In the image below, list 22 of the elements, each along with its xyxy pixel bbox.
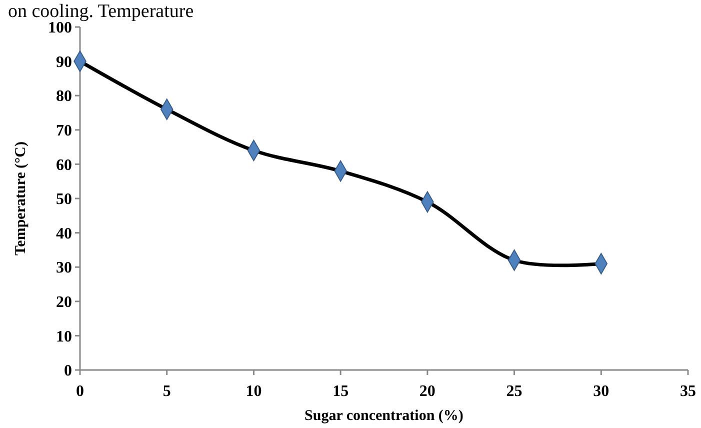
x-tick-label: 35 (680, 383, 696, 400)
y-axis-title: Temperature (°C) (13, 142, 29, 256)
y-tick-label: 50 (56, 191, 72, 208)
y-tick-label: 100 (48, 20, 72, 37)
y-tick-label: 40 (56, 225, 72, 242)
y-tick-label: 70 (56, 122, 72, 140)
y-tick-label: 20 (56, 294, 72, 311)
y-tick-label: 80 (56, 88, 72, 106)
y-tick-label: 0 (64, 362, 72, 380)
x-tick-label: 30 (593, 383, 610, 400)
y-tick-label: 90 (56, 54, 72, 71)
x-tick-label: 25 (506, 383, 522, 400)
y-tick-label: 60 (56, 156, 72, 174)
x-tick-label: 5 (162, 383, 171, 400)
x-axis-title: Sugar concentration (%) (304, 408, 464, 424)
y-tick-label: 10 (56, 328, 72, 346)
y-tick-label: 30 (56, 260, 72, 277)
x-tick-label: 20 (419, 383, 436, 400)
x-tick-label: 10 (246, 383, 262, 400)
x-tick-label: 15 (332, 383, 349, 400)
text: on cooling. Temperature (8, 1, 194, 22)
x-tick-label: 0 (76, 383, 84, 400)
